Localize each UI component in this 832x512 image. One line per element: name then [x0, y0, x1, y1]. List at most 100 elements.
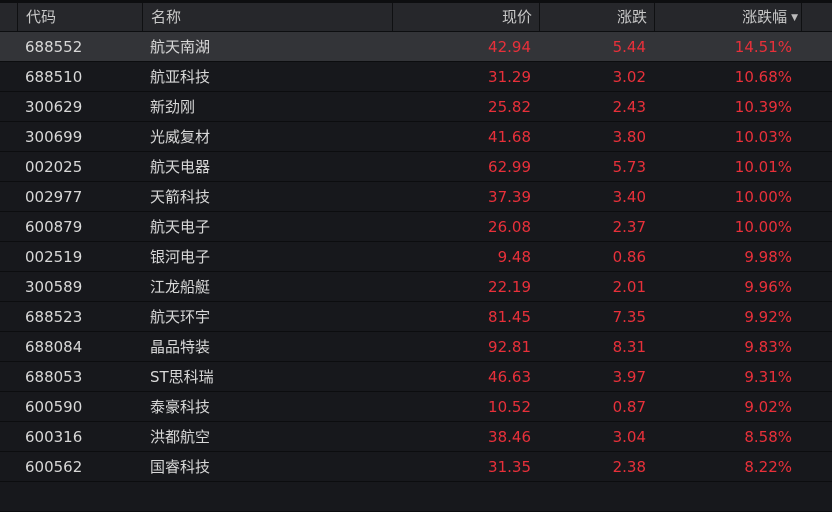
- table-row[interactable]: 688053 ST思科瑞 46.63 3.97 9.31%: [0, 362, 832, 392]
- stock-price: 31.35: [488, 458, 531, 476]
- table-row[interactable]: 300589 江龙船艇 22.19 2.01 9.96%: [0, 272, 832, 302]
- stock-code: 002977: [25, 188, 83, 206]
- stock-change: 3.80: [612, 128, 646, 146]
- table-row[interactable]: 688510 航亚科技 31.29 3.02 10.68%: [0, 62, 832, 92]
- stock-code: 600879: [25, 218, 83, 236]
- stock-change: 3.40: [612, 188, 646, 206]
- stock-change-pct: 9.83%: [744, 338, 792, 356]
- sort-down-icon: ▼: [791, 13, 798, 23]
- stock-change: 3.02: [612, 68, 646, 86]
- stock-name: 晶品特装: [150, 338, 211, 356]
- stock-code: 600590: [25, 398, 83, 416]
- stock-price: 38.46: [488, 428, 531, 446]
- stock-change-pct: 9.02%: [744, 398, 792, 416]
- table-header: 代码 名称 现价 涨跌 涨跌幅 ▼: [0, 3, 832, 32]
- header-price[interactable]: 现价: [392, 3, 540, 31]
- stock-change: 3.97: [612, 368, 646, 386]
- table-row[interactable]: 300629 新劲刚 25.82 2.43 10.39%: [0, 92, 832, 122]
- stock-table-body: 688552 航天南湖 42.94 5.44 14.51% 688510 航亚科技 31.29…: [0, 32, 832, 512]
- stock-change-pct: 10.01%: [734, 158, 792, 176]
- table-row[interactable]: 600562 国睿科技 31.35 2.38 8.22%: [0, 452, 832, 482]
- stock-change: 2.37: [612, 218, 646, 236]
- stock-name: 航天电子: [150, 218, 211, 236]
- stock-change: 3.04: [612, 428, 646, 446]
- stock-change-pct: 9.96%: [744, 278, 792, 296]
- header-change-pct-label: 涨跌幅: [742, 8, 788, 26]
- stock-name: 光威复材: [150, 128, 211, 146]
- stock-price: 31.29: [488, 68, 531, 86]
- stock-price: 92.81: [488, 338, 531, 356]
- stock-code: 688084: [25, 338, 83, 356]
- stock-change-pct: 10.03%: [734, 128, 792, 146]
- stock-change: 2.43: [612, 98, 646, 116]
- top-border: [0, 0, 832, 3]
- stock-name: 国睿科技: [150, 458, 211, 476]
- stock-price: 81.45: [488, 308, 531, 326]
- stock-change: 0.87: [612, 398, 646, 416]
- stock-code: 600316: [25, 428, 83, 446]
- table-row[interactable]: 002519 银河电子 9.48 0.86 9.98%: [0, 242, 832, 272]
- table-row[interactable]: 002025 航天电器 62.99 5.73 10.01%: [0, 152, 832, 182]
- header-change-label: 涨跌: [616, 8, 647, 26]
- stock-code: 002519: [25, 248, 83, 266]
- stock-price: 46.63: [488, 368, 531, 386]
- stock-name: 江龙船艇: [150, 278, 211, 296]
- stock-price: 62.99: [488, 158, 531, 176]
- stock-name: ST思科瑞: [150, 368, 214, 386]
- header-extra: [801, 3, 832, 31]
- stock-change: 5.73: [612, 158, 646, 176]
- stock-code: 688053: [25, 368, 83, 386]
- table-row-partial[interactable]: [0, 482, 832, 512]
- stock-name: 泰豪科技: [150, 398, 211, 416]
- stock-change-pct: 8.58%: [744, 428, 792, 446]
- table-row[interactable]: 300699 光威复材 41.68 3.80 10.03%: [0, 122, 832, 152]
- stock-code: 688510: [25, 68, 83, 86]
- stock-change-pct: 10.00%: [734, 218, 792, 236]
- stock-price: 10.52: [488, 398, 531, 416]
- stock-name: 洪都航空: [150, 428, 211, 446]
- stock-code: 300699: [25, 128, 83, 146]
- stock-price: 42.94: [488, 38, 531, 56]
- stock-change: 5.44: [612, 38, 646, 56]
- stock-change-pct: 10.68%: [734, 68, 792, 86]
- stock-change-pct: 10.00%: [734, 188, 792, 206]
- header-name[interactable]: 名称: [142, 3, 393, 31]
- stock-price: 25.82: [488, 98, 531, 116]
- header-name-label: 名称: [151, 8, 182, 26]
- stock-code: 688523: [25, 308, 83, 326]
- table-row[interactable]: 002977 天箭科技 37.39 3.40 10.00%: [0, 182, 832, 212]
- stock-change: 7.35: [612, 308, 646, 326]
- header-price-label: 现价: [501, 8, 532, 26]
- stock-code: 300589: [25, 278, 83, 296]
- header-code[interactable]: 代码: [17, 3, 143, 31]
- stock-price: 22.19: [488, 278, 531, 296]
- stock-name: 新劲刚: [150, 98, 196, 116]
- stock-change-pct: 8.22%: [744, 458, 792, 476]
- table-row[interactable]: 600590 泰豪科技 10.52 0.87 9.02%: [0, 392, 832, 422]
- stock-change: 2.38: [612, 458, 646, 476]
- stock-code: 600562: [25, 458, 83, 476]
- table-row[interactable]: 688523 航天环宇 81.45 7.35 9.92%: [0, 302, 832, 332]
- stock-code: 002025: [25, 158, 83, 176]
- stock-change: 2.01: [612, 278, 646, 296]
- table-row[interactable]: 688552 航天南湖 42.94 5.44 14.51%: [0, 32, 832, 62]
- stock-price: 37.39: [488, 188, 531, 206]
- table-row[interactable]: 600879 航天电子 26.08 2.37 10.00%: [0, 212, 832, 242]
- stock-change: 8.31: [612, 338, 646, 356]
- header-code-label: 代码: [26, 8, 57, 26]
- stock-name: 天箭科技: [150, 188, 211, 206]
- stock-name: 航天电器: [150, 158, 211, 176]
- table-row[interactable]: 688084 晶品特装 92.81 8.31 9.83%: [0, 332, 832, 362]
- stock-code: 300629: [25, 98, 83, 116]
- stock-name: 银河电子: [150, 248, 211, 266]
- header-change-pct[interactable]: 涨跌幅 ▼: [654, 3, 802, 31]
- stock-change-pct: 10.39%: [734, 98, 792, 116]
- header-change[interactable]: 涨跌: [539, 3, 655, 31]
- stock-change-pct: 9.31%: [744, 368, 792, 386]
- stock-name: 航亚科技: [150, 68, 211, 86]
- stock-price: 41.68: [488, 128, 531, 146]
- table-row[interactable]: 600316 洪都航空 38.46 3.04 8.58%: [0, 422, 832, 452]
- stock-name: 航天南湖: [150, 38, 211, 56]
- stock-name: 航天环宇: [150, 308, 211, 326]
- stock-price: 9.48: [497, 248, 531, 266]
